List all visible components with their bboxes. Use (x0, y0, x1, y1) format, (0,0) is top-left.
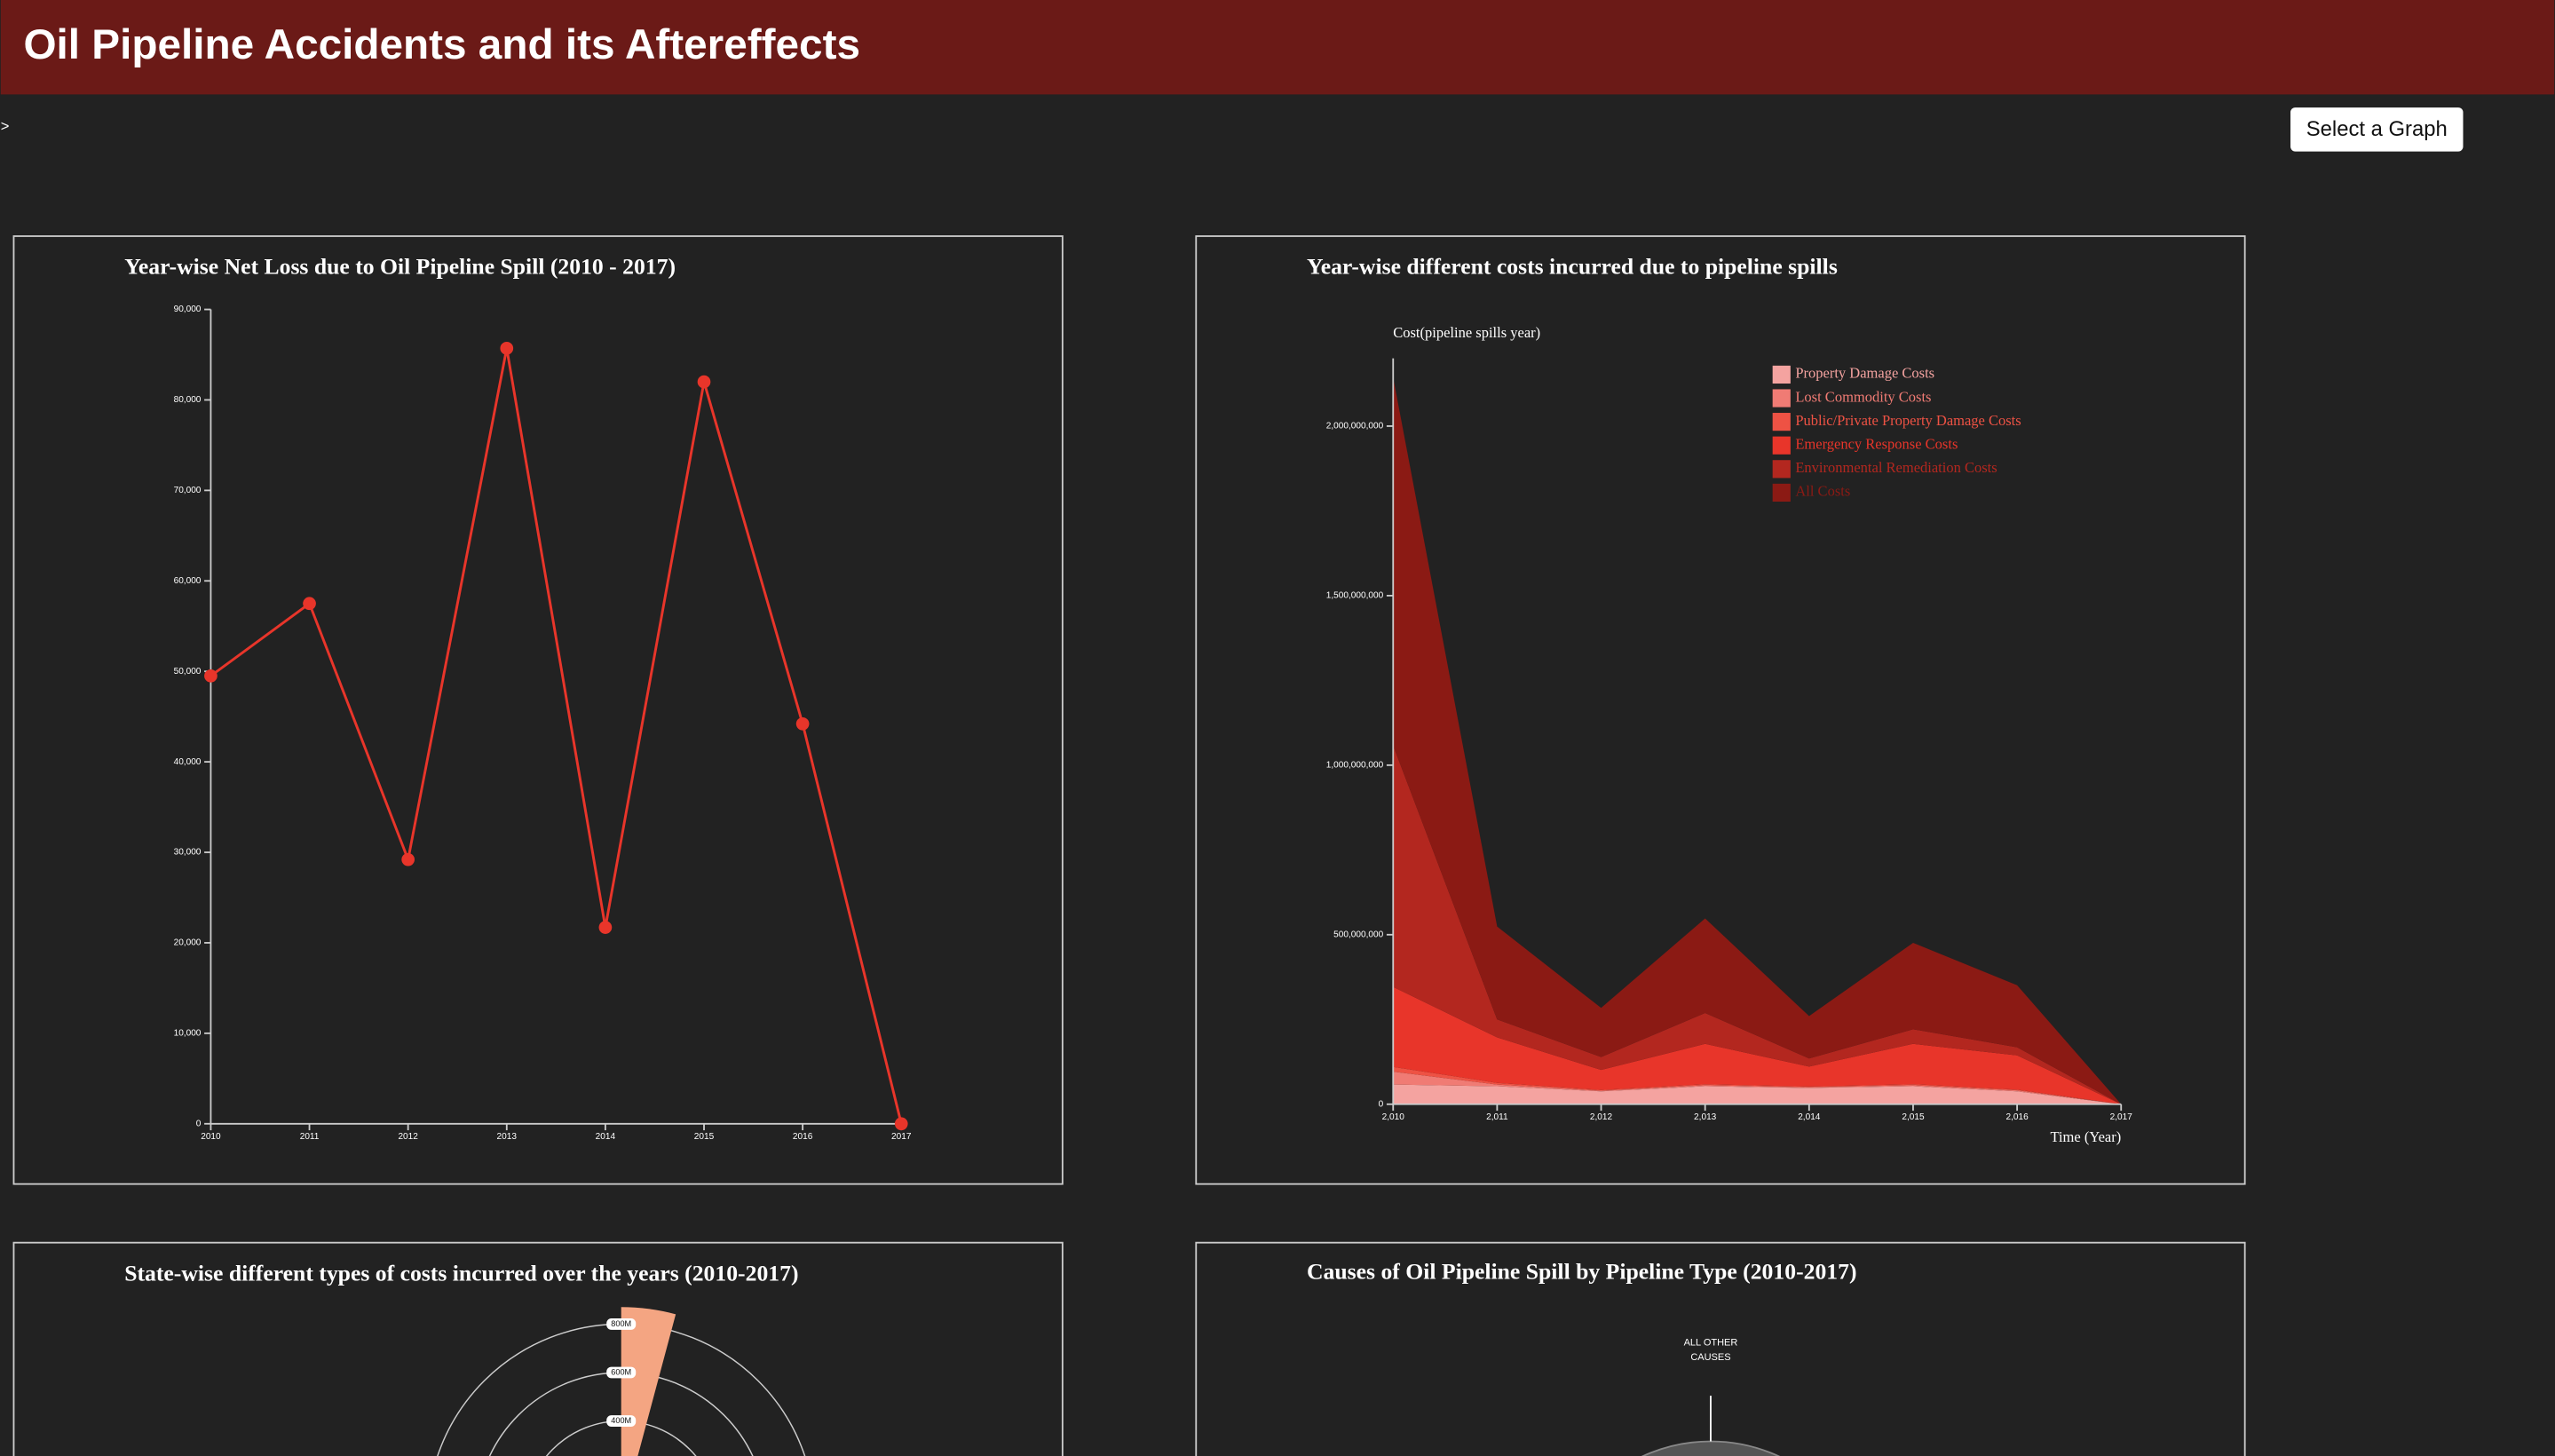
y-axis-label: Cost(pipeline spills year) (1393, 324, 1540, 341)
y-tick-label: 20,000 (174, 938, 202, 948)
area (1393, 1072, 2122, 1104)
panel (12, 235, 1064, 1185)
area (1393, 1066, 2122, 1104)
legend-swatch (1772, 460, 1791, 479)
x-tick-label: 2014 (596, 1132, 616, 1142)
legend-label: Emergency Response Costs (1795, 436, 1958, 453)
point (204, 669, 218, 683)
r-tick-label: 400M (611, 1416, 631, 1425)
y-tick-label: 1,000,000,000 (1326, 761, 1384, 771)
chart-title: State-wise different types of costs incu… (124, 1260, 798, 1286)
x-tick-label: 2017 (891, 1132, 912, 1142)
legend-label: Public/Private Property Damage Costs (1795, 412, 2021, 429)
chart-title: Year-wise different costs incurred due t… (1307, 254, 1838, 280)
stray-text: > (1, 118, 10, 134)
x-tick-label: 2,011 (1486, 1112, 1508, 1122)
y-tick-label: 10,000 (174, 1029, 202, 1039)
legend-label: Lost Commodity Costs (1795, 388, 1931, 405)
y-tick-label: 90,000 (174, 305, 202, 314)
x-tick-label: 2,016 (2005, 1112, 2029, 1122)
point (795, 716, 810, 731)
area (1393, 1084, 2122, 1104)
y-tick-label: 1,500,000,000 (1326, 591, 1384, 601)
header-bar (0, 0, 2555, 95)
x-axis-label: Time (Year) (2050, 1128, 2121, 1145)
legend-swatch (1772, 413, 1791, 431)
x-tick-label: 2013 (497, 1132, 518, 1142)
radial-disc (1641, 1440, 1781, 1456)
area (1393, 745, 2122, 1104)
x-tick-label: 2012 (398, 1132, 418, 1142)
x-tick-label: 2010 (201, 1132, 221, 1142)
r-tick-label: 800M (611, 1319, 631, 1328)
y-tick-label: 2,000,000,000 (1326, 422, 1384, 431)
point (303, 597, 316, 611)
legend-label: Environmental Remediation Costs (1795, 459, 1997, 476)
x-tick-label: 2,015 (1902, 1112, 1925, 1122)
tick-label-bg (606, 1415, 637, 1427)
tick-label-bg (606, 1318, 637, 1330)
line (210, 348, 903, 1125)
point (401, 852, 415, 866)
y-tick-label: 80,000 (174, 395, 202, 405)
area (1393, 376, 2122, 1104)
button-bg[interactable] (2290, 107, 2464, 152)
panel (12, 1241, 1064, 1456)
area (1393, 986, 2122, 1104)
page-title: Oil Pipeline Accidents and its Aftereffe… (23, 21, 860, 68)
y-tick-label: 30,000 (174, 848, 202, 858)
x-tick-label: 2015 (694, 1132, 715, 1142)
legend-swatch (1772, 436, 1791, 455)
x-tick-label: 2011 (300, 1132, 320, 1142)
cause-label: ALL OTHER CAUSES (1683, 1338, 1738, 1363)
point (894, 1117, 908, 1131)
legend-label: Property Damage Costs (1795, 365, 1934, 382)
y-tick-label: 0 (196, 1119, 202, 1128)
chart-title: Year-wise Net Loss due to Oil Pipeline S… (124, 254, 676, 280)
point (598, 921, 613, 934)
x-tick-label: 2,010 (1382, 1112, 1405, 1122)
x-tick-label: 2016 (793, 1132, 813, 1142)
legend-swatch (1772, 365, 1791, 384)
legend-swatch (1772, 389, 1791, 408)
y-tick-label: 40,000 (174, 757, 202, 767)
x-tick-label: 2,013 (1694, 1112, 1717, 1122)
chart-title: Causes of Oil Pipeline Spill by Pipeline… (1307, 1258, 1857, 1284)
x-tick-label: 2,014 (1798, 1112, 1821, 1122)
legend-swatch (1772, 483, 1791, 502)
select-graph-button[interactable]: Select a Graph (2290, 107, 2464, 152)
y-tick-label: 50,000 (174, 667, 202, 677)
tick-label-bg (606, 1366, 637, 1379)
y-tick-label: 70,000 (174, 486, 202, 495)
legend-label: All Costs (1795, 483, 1850, 500)
r-tick-label: 600M (611, 1367, 631, 1376)
panel (1195, 1241, 2246, 1456)
panel (1195, 235, 2246, 1185)
y-tick-label: 0 (1379, 1099, 1384, 1109)
point (697, 375, 711, 389)
point (500, 342, 514, 355)
button-label[interactable]: Select a Graph (2306, 117, 2448, 141)
y-tick-label: 500,000,000 (1333, 930, 1383, 939)
label-box: ALL OTHER CAUSES (1683, 1338, 1738, 1363)
x-tick-label: 2,012 (1590, 1112, 1613, 1122)
y-tick-label: 60,000 (174, 576, 202, 586)
x-tick-label: 2,017 (2110, 1112, 2133, 1122)
